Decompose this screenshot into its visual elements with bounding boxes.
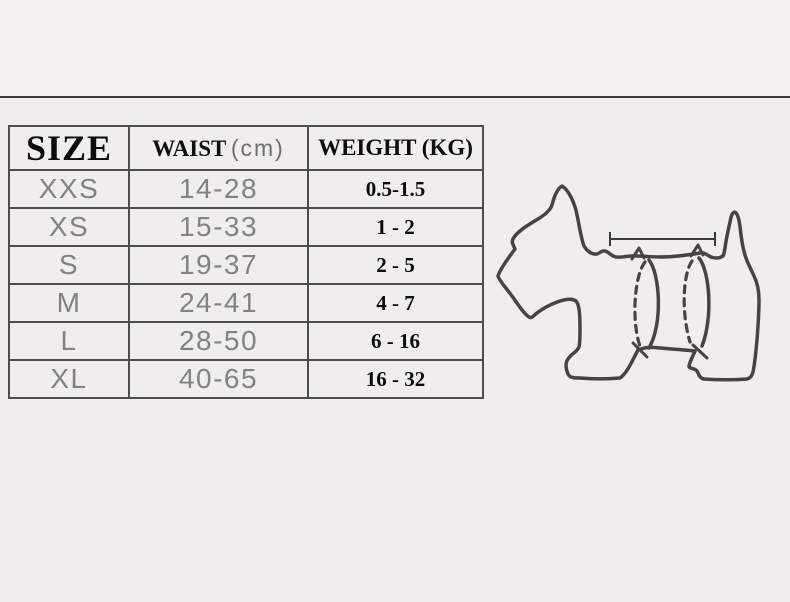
dog-waist-measurement-diagram bbox=[496, 184, 761, 382]
weight-cell: 6 - 16 bbox=[307, 321, 484, 361]
weight-cell: 1 - 2 bbox=[307, 207, 484, 247]
waist-cell: 14-28 bbox=[128, 169, 309, 209]
weight-cell: 4 - 7 bbox=[307, 283, 484, 323]
table-row-l: L 28-50 6 - 16 bbox=[8, 321, 484, 361]
column-header-weight-label: WEIGHT (KG) bbox=[318, 135, 473, 160]
waist-cell: 15-33 bbox=[128, 207, 309, 247]
weight-cell: 16 - 32 bbox=[307, 359, 484, 399]
column-header-waist-label: WAIST bbox=[152, 135, 227, 161]
band-front-seam-solid bbox=[647, 258, 661, 350]
band-bottom-tick-rear bbox=[691, 343, 709, 360]
size-cell: XS bbox=[8, 207, 130, 247]
dog-outline bbox=[496, 184, 761, 382]
size-chart-table: SIZE WAIST (cm) WEIGHT (KG) XXS 14-28 0.… bbox=[8, 125, 484, 399]
size-cell: XL bbox=[8, 359, 130, 399]
waist-measure-line bbox=[609, 232, 716, 246]
table-header-row: SIZE WAIST (cm) WEIGHT (KG) bbox=[8, 125, 484, 171]
column-header-weight: WEIGHT (KG) bbox=[307, 125, 484, 171]
waist-cell: 19-37 bbox=[128, 245, 309, 285]
band-top-tick-rear bbox=[689, 243, 705, 258]
top-divider-line bbox=[0, 96, 790, 98]
table-row-s: S 19-37 2 - 5 bbox=[8, 245, 484, 285]
waist-cell: 24-41 bbox=[128, 283, 309, 323]
band-front-seam-dashed bbox=[633, 260, 647, 351]
weight-cell: 0.5-1.5 bbox=[307, 169, 484, 209]
band-rear-seam-dashed bbox=[682, 259, 694, 344]
size-cell: L bbox=[8, 321, 130, 361]
table-row-xxs: XXS 14-28 0.5-1.5 bbox=[8, 169, 484, 209]
band-top-tick-front bbox=[630, 246, 646, 261]
table-row-m: M 24-41 4 - 7 bbox=[8, 283, 484, 323]
column-header-waist-unit: (cm) bbox=[230, 134, 285, 161]
column-header-size: SIZE bbox=[8, 125, 130, 171]
column-header-size-label: SIZE bbox=[25, 128, 113, 168]
waist-cell: 28-50 bbox=[128, 321, 309, 361]
top-strip bbox=[0, 0, 790, 96]
size-cell: XXS bbox=[8, 169, 130, 209]
size-cell: M bbox=[8, 283, 130, 323]
table-row-xs: XS 15-33 1 - 2 bbox=[8, 207, 484, 247]
waist-cell: 40-65 bbox=[128, 359, 309, 399]
size-cell: S bbox=[8, 245, 130, 285]
table-row-xl: XL 40-65 16 - 32 bbox=[8, 359, 484, 399]
weight-cell: 2 - 5 bbox=[307, 245, 484, 285]
band-rear-seam-solid bbox=[697, 256, 711, 348]
band-bottom-tick-front bbox=[631, 341, 649, 359]
column-header-waist: WAIST (cm) bbox=[128, 125, 309, 171]
